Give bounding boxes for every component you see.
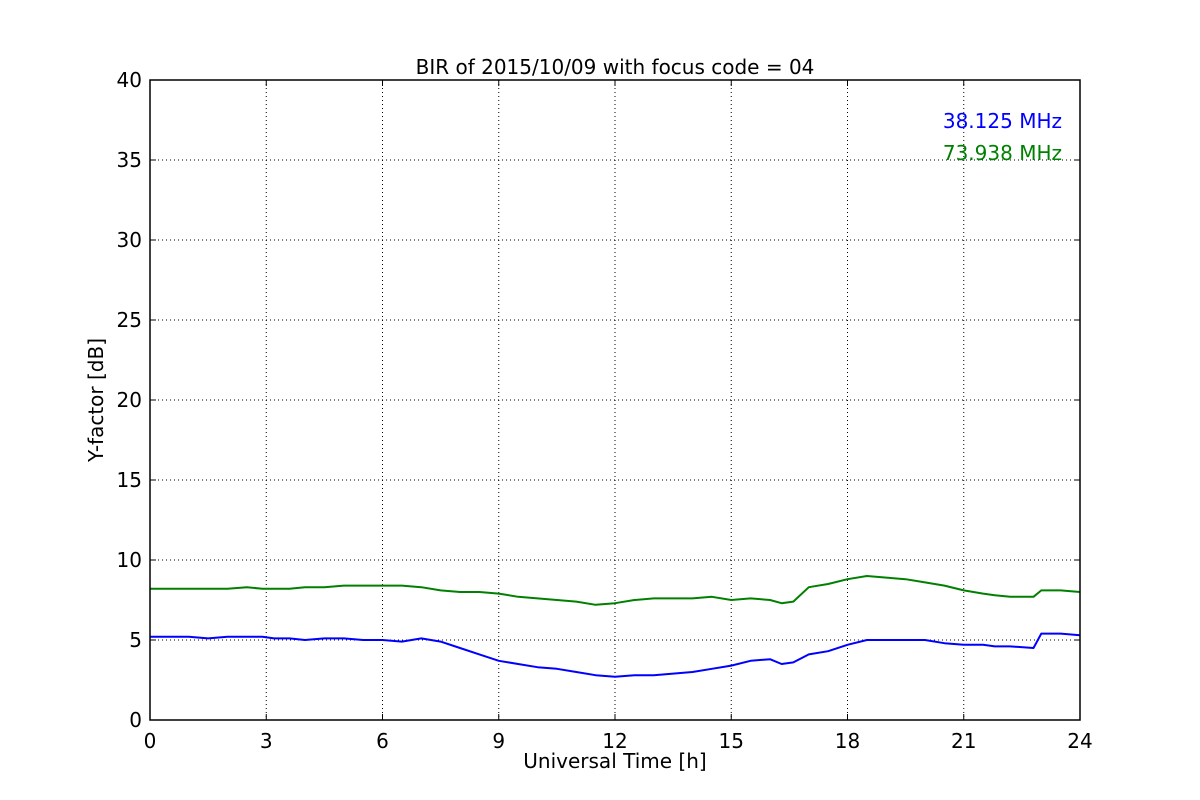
y-tick-labels: 0 5 10 15 20 25 30 35 40 bbox=[117, 68, 142, 732]
y-axis-title: Y-factor [dB] bbox=[84, 338, 108, 463]
y-tick-label: 40 bbox=[117, 68, 142, 92]
y-tick-label: 15 bbox=[117, 468, 142, 492]
x-tick-label: 24 bbox=[1067, 729, 1092, 753]
legend: 38.125 MHz 73.938 MHz bbox=[943, 109, 1062, 165]
y-tick-label: 10 bbox=[117, 548, 142, 572]
series-layer bbox=[150, 575, 1081, 678]
x-tick-label: 21 bbox=[951, 729, 976, 753]
grid bbox=[150, 80, 1080, 720]
x-tick-label: 0 bbox=[144, 729, 157, 753]
x-tick-label: 12 bbox=[602, 729, 627, 753]
y-tick-label: 30 bbox=[117, 228, 142, 252]
legend-label-2: 73.938 MHz bbox=[943, 141, 1062, 165]
y-tick-label: 0 bbox=[129, 708, 142, 732]
legend-label-1: 38.125 MHz bbox=[943, 109, 1062, 133]
x-tick-label: 18 bbox=[835, 729, 860, 753]
y-tick-label: 5 bbox=[129, 628, 142, 652]
x-tick-label: 9 bbox=[492, 729, 505, 753]
x-tick-label: 3 bbox=[260, 729, 273, 753]
y-tick-label: 20 bbox=[117, 388, 142, 412]
series-line-2 bbox=[150, 575, 1081, 606]
series-line-1 bbox=[150, 632, 1081, 678]
y-tick-label: 35 bbox=[117, 148, 142, 172]
axis-ticks bbox=[149, 79, 1081, 721]
x-axis-title: Universal Time [h] bbox=[523, 749, 706, 773]
x-tick-labels: 0 3 6 9 12 15 18 21 24 bbox=[144, 729, 1093, 753]
x-tick-label: 15 bbox=[719, 729, 744, 753]
chart-title: BIR of 2015/10/09 with focus code = 04 bbox=[416, 55, 815, 79]
x-tick-label: 6 bbox=[376, 729, 389, 753]
y-tick-label: 25 bbox=[117, 308, 142, 332]
